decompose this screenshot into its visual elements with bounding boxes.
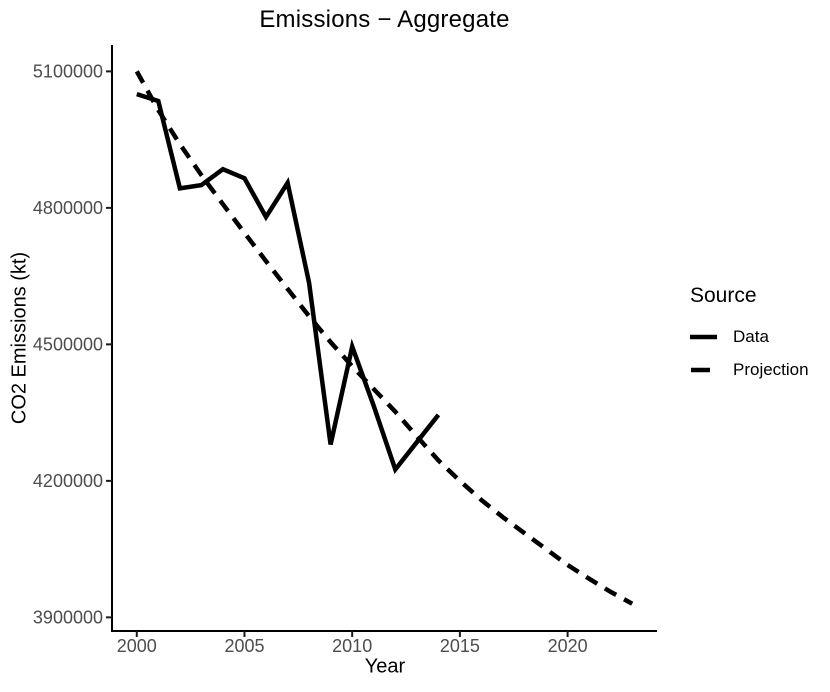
solid-line-key-icon [690,334,717,339]
chart-title: Emissions − Aggregate [259,6,510,33]
axis-lines [111,45,657,632]
legend-title: Source [690,284,757,307]
x-tick-label: 2020 [548,636,588,656]
legend-label: Projection [733,359,809,379]
x-axis-title: Year [364,655,406,678]
legend: Source Data Projection [690,284,809,386]
dashed-line-key-icon [691,367,717,372]
data-line [136,91,441,475]
x-tick-label: 2010 [332,636,372,656]
y-tick-label: 3900000 [33,607,103,627]
y-tick-label: 4500000 [33,334,103,354]
y-tick-label: 4200000 [33,471,103,491]
x-tick-label: 2015 [440,636,480,656]
legend-entry-data: Data [690,320,809,353]
y-tick-label: 5100000 [33,61,103,81]
legend-label: Data [733,326,769,346]
x-tick-label: 2000 [117,636,157,656]
legend-entry-projection: Projection [690,353,809,386]
x-tick-label: 2005 [224,636,264,656]
projection-line [134,70,634,606]
y-tick-label: 4800000 [33,198,103,218]
